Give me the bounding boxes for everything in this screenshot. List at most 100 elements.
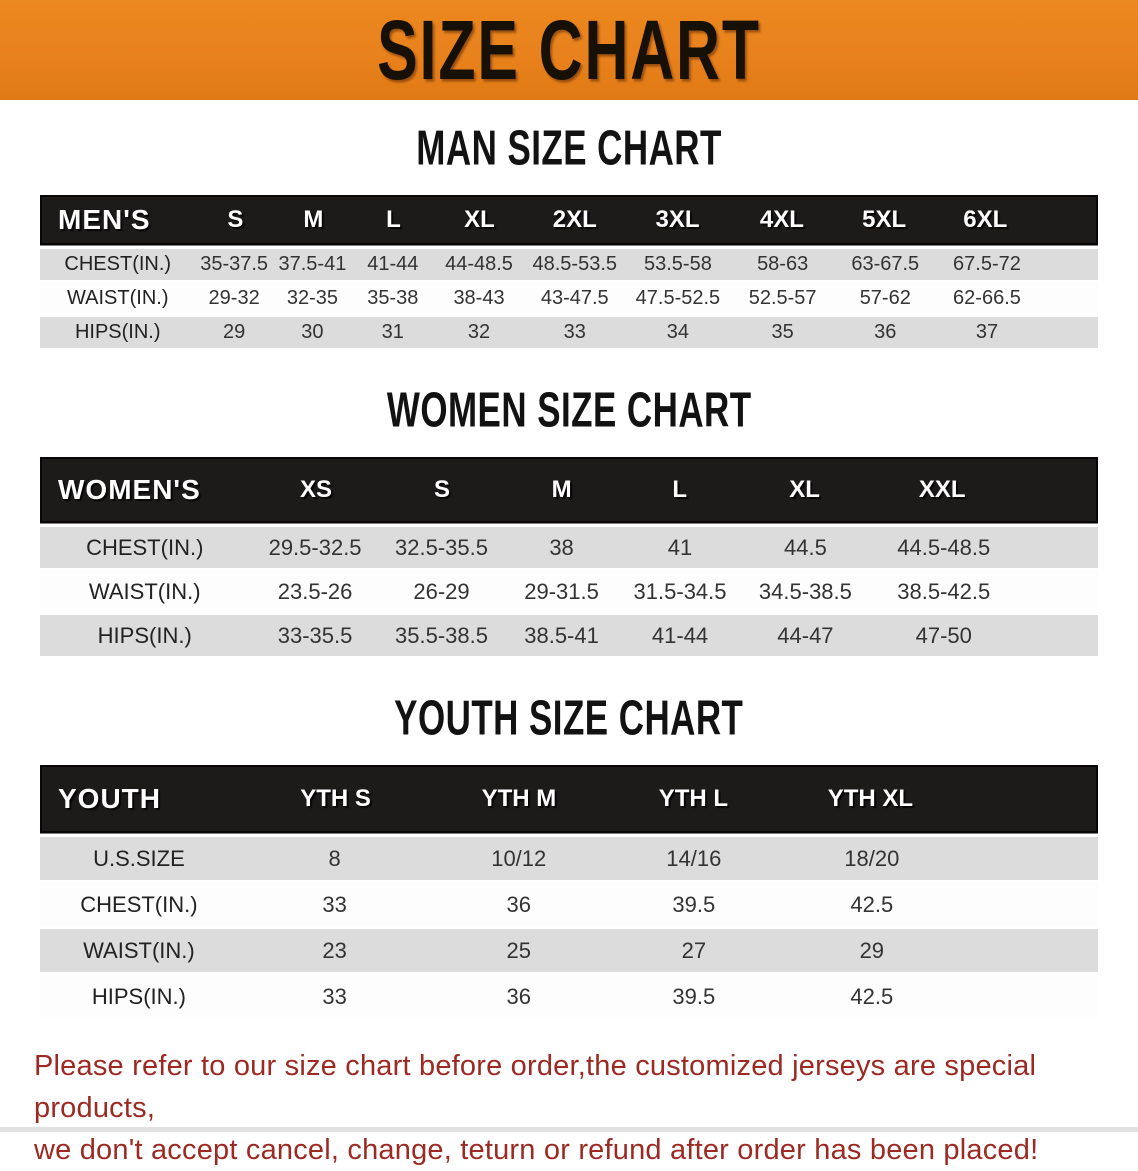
- womens-waist-value-0: 23.5-26: [277, 578, 353, 604]
- womens-waist-value-4: 34.5-38.5: [758, 578, 852, 604]
- youth-chest-value-3: 42.5: [850, 891, 894, 917]
- womens-waist-value-3: 31.5-34.5: [633, 578, 727, 604]
- womens-hips-value-4: 44-47: [777, 622, 834, 648]
- womens-hips-value-3: 41-44: [651, 622, 709, 648]
- mens-section-heading: MAN SIZE CHART: [416, 121, 722, 177]
- youth-chest-value-2: 39.5: [672, 891, 716, 917]
- youth-row-waist: WAIST(IN.) 23 25 27 29: [40, 929, 1098, 972]
- youth-size-header-yth-s: YTH S: [300, 785, 371, 812]
- mens-chest-value-6: 58-63: [757, 253, 809, 275]
- womens-chest-label: CHEST(IN.): [86, 534, 204, 560]
- mens-row-hips: HIPS(IN.) 29 30 31 32 33 34 35 36 37: [40, 317, 1098, 348]
- womens-hips-value-5: 47-50: [915, 622, 972, 648]
- mens-size-header-m: M: [303, 206, 324, 233]
- mens-hips-value-2: 31: [381, 321, 404, 343]
- mens-header-row: MEN'S S M L XL 2XL 3XL 4XL 5XL 6XL: [40, 195, 1098, 245]
- mens-size-header-l: L: [386, 206, 401, 233]
- womens-section-heading: WOMEN SIZE CHART: [386, 383, 752, 439]
- mens-hips-value-4: 33: [563, 321, 586, 343]
- womens-chest-value-4: 44.5: [783, 534, 827, 560]
- womens-section: WOMEN SIZE CHART WOMEN'S XS S M L XL XXL CHEST(…: [0, 383, 1138, 656]
- mens-chest-value-2: 41-44: [367, 253, 419, 275]
- mens-waist-value-4: 43-47.5: [540, 287, 609, 309]
- mens-hips-value-5: 34: [666, 321, 690, 343]
- womens-waist-value-5: 38.5-42.5: [897, 578, 991, 604]
- mens-chest-value-4: 48.5-53.5: [532, 253, 618, 275]
- mens-waist-value-7: 57-62: [859, 287, 911, 309]
- disclaimer: Please refer to our size chart before or…: [0, 1021, 1138, 1171]
- youth-us-size-value-3: 18/20: [844, 845, 900, 871]
- mens-chest-value-0: 35-37.5: [200, 253, 269, 275]
- womens-size-header-xs: XS: [300, 476, 333, 503]
- womens-chest-value-3: 41: [667, 534, 693, 560]
- youth-waist-value-1: 25: [506, 937, 531, 963]
- size-chart-sections: MAN SIZE CHART MEN'S S M L XL 2XL 3XL 4XL 5XL 6XL…: [0, 121, 1138, 1018]
- mens-hips-value-3: 32: [467, 321, 491, 343]
- mens-hips-value-6: 35: [771, 321, 794, 343]
- disclaimer-line-2: we don't accept cancel, change, teturn o…: [34, 1134, 1039, 1166]
- womens-size-header-s: S: [433, 476, 450, 503]
- womens-group-label: WOMEN'S: [58, 474, 201, 505]
- mens-waist-label: WAIST(IN.): [67, 287, 169, 309]
- mens-waist-value-3: 38-43: [453, 287, 505, 309]
- mens-size-header-6xl: 6XL: [963, 206, 1008, 233]
- mens-row-chest: CHEST(IN.) 35-37.5 37.5-41 41-44 44-48.5 48.5…: [40, 249, 1098, 280]
- youth-us-size-label: U.S.SIZE: [93, 845, 185, 871]
- mens-chest-value-8: 67.5-72: [953, 253, 1021, 275]
- mens-waist-value-1: 32-35: [286, 287, 338, 309]
- womens-waist-value-1: 26-29: [413, 578, 470, 604]
- womens-row-hips: HIPS(IN.) 33-35.5 35.5-38.5 38.5-41 41-44 44-…: [40, 615, 1098, 656]
- mens-hips-value-7: 36: [874, 321, 897, 343]
- womens-waist-label: WAIST(IN.): [88, 578, 201, 604]
- youth-hips-value-3: 42.5: [850, 983, 894, 1009]
- youth-chest-value-1: 36: [506, 891, 531, 917]
- disclaimer-line-1: Please refer to our size chart before or…: [34, 1050, 1037, 1124]
- womens-hips-value-1: 35.5-38.5: [395, 622, 488, 648]
- womens-size-header-m: M: [551, 476, 572, 503]
- youth-row-us-size: U.S.SIZE 8 10/12 14/16 18/20: [40, 837, 1098, 880]
- womens-chest-value-2: 38: [549, 534, 574, 560]
- youth-hips-label: HIPS(IN.): [91, 983, 186, 1009]
- womens-size-table: WOMEN'S XS S M L XL XXL CHEST(IN.) 29.5-32.5 32.5…: [40, 457, 1098, 656]
- mens-row-waist: WAIST(IN.) 29-32 32-35 35-38 38-43 43-47.5 47.…: [40, 283, 1098, 314]
- womens-hips-label: HIPS(IN.): [97, 622, 192, 648]
- womens-row-waist: WAIST(IN.) 23.5-26 26-29 29-31.5 31.5-34.5 34…: [40, 571, 1098, 612]
- womens-waist-value-2: 29-31.5: [524, 578, 599, 604]
- mens-hips-value-8: 37: [975, 321, 999, 343]
- mens-size-header-2xl: 2XL: [552, 206, 597, 233]
- youth-waist-value-2: 27: [681, 937, 707, 963]
- mens-chest-label: CHEST(IN.): [64, 253, 172, 275]
- youth-section: YOUTH SIZE CHART YOUTH YTH S YTH M YTH L YTH…: [0, 691, 1138, 1018]
- youth-row-hips: HIPS(IN.) 33 36 39.5 42.5: [40, 975, 1098, 1018]
- mens-waist-value-5: 47.5-52.5: [635, 287, 721, 309]
- youth-hips-value-0: 33: [322, 983, 347, 1009]
- womens-chest-value-5: 44.5-48.5: [897, 534, 991, 560]
- youth-us-size-value-2: 14/16: [666, 845, 722, 871]
- womens-row-chest: CHEST(IN.) 29.5-32.5 32.5-35.5 38 41 44.5 44.5…: [40, 527, 1098, 568]
- banner: SIZE CHART: [0, 0, 1138, 100]
- mens-chest-value-1: 37.5-41: [278, 253, 347, 275]
- page-title: SIZE CHART: [377, 2, 761, 98]
- youth-waist-value-0: 23: [322, 937, 347, 963]
- youth-waist-label: WAIST(IN.): [83, 937, 195, 963]
- mens-hips-value-0: 29: [223, 321, 246, 343]
- womens-chest-value-0: 29.5-32.5: [268, 534, 362, 560]
- womens-size-header-l: L: [672, 476, 687, 503]
- youth-hips-value-2: 39.5: [672, 983, 716, 1009]
- mens-waist-value-0: 29-32: [208, 287, 260, 309]
- womens-size-header-xxl: XXL: [918, 476, 966, 503]
- youth-header-row: YOUTH YTH S YTH M YTH L YTH XL: [40, 765, 1098, 833]
- mens-chest-value-7: 63-67.5: [851, 253, 920, 275]
- youth-size-header-yth-m: YTH M: [481, 785, 557, 812]
- youth-section-heading: YOUTH SIZE CHART: [394, 691, 744, 747]
- mens-waist-value-8: 62-66.5: [953, 287, 1021, 309]
- youth-size-header-yth-l: YTH L: [658, 785, 729, 812]
- mens-chest-value-5: 53.5-58: [643, 253, 712, 275]
- mens-section: MAN SIZE CHART MEN'S S M L XL 2XL 3XL 4XL 5XL 6XL…: [0, 121, 1138, 348]
- youth-chest-value-0: 33: [322, 891, 347, 917]
- youth-size-header-yth-xl: YTH XL: [827, 785, 914, 812]
- bottom-edge-line: [0, 1127, 1138, 1132]
- mens-waist-value-6: 52.5-57: [748, 287, 817, 309]
- youth-hips-value-1: 36: [506, 983, 531, 1009]
